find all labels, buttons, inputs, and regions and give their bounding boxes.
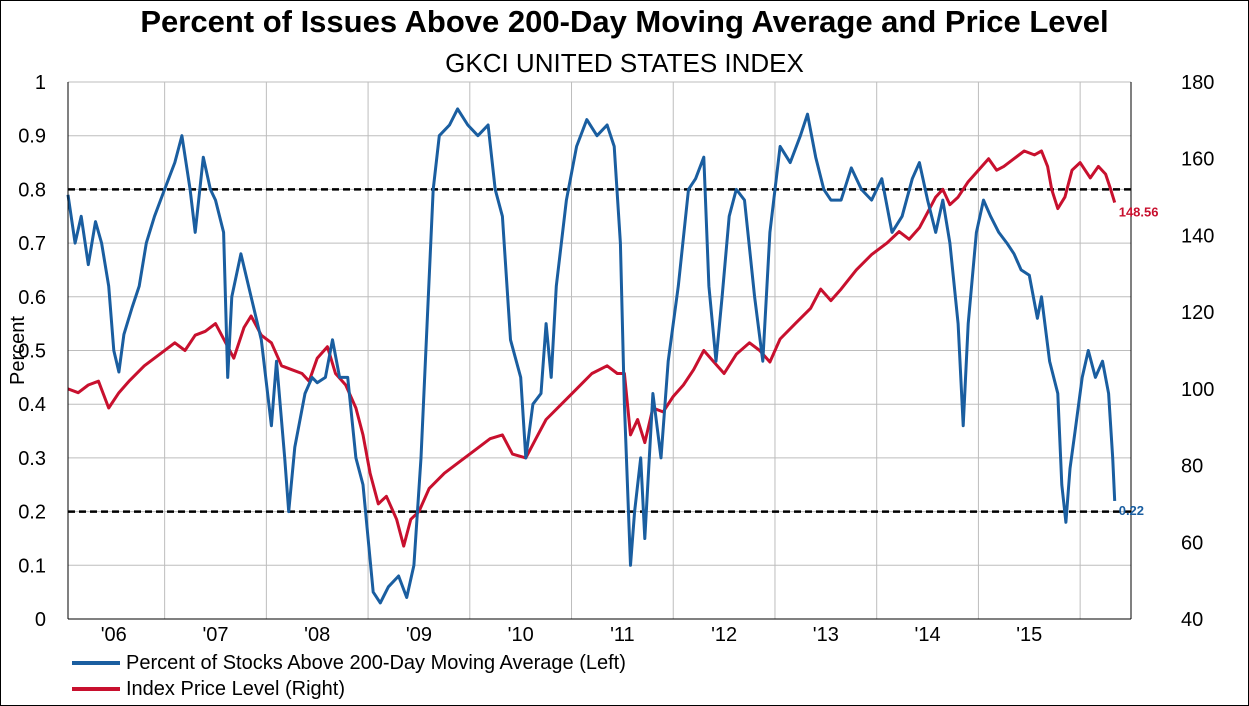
y-axis-title: Percent xyxy=(7,316,29,385)
y-left-tick-label: 0.9 xyxy=(18,126,46,148)
y-left-tick-label: 0.2 xyxy=(18,502,46,524)
y-left-tick-label: 0.7 xyxy=(18,233,46,255)
x-tick-label: '09 xyxy=(406,624,432,646)
series-line-percent xyxy=(66,107,1117,605)
x-tick-label: '08 xyxy=(304,624,330,646)
y-right-tick-label: 160 xyxy=(1181,149,1214,171)
tick-labels: 00.10.20.30.40.50.60.70.80.9140608010012… xyxy=(7,72,1214,646)
x-tick-label: '07 xyxy=(202,624,228,646)
legend-label-percent: Percent of Stocks Above 200-Day Moving A… xyxy=(126,651,626,674)
y-left-tick-label: 0.3 xyxy=(18,448,46,470)
y-right-tick-label: 40 xyxy=(1181,609,1203,631)
x-tick-label: '11 xyxy=(610,624,635,646)
y-left-tick-label: 0.6 xyxy=(18,287,46,309)
legend: Percent of Stocks Above 200-Day Moving A… xyxy=(72,650,626,702)
y-right-tick-label: 100 xyxy=(1181,379,1214,401)
y-left-tick-label: 0.1 xyxy=(18,555,46,577)
chart-title: Percent of Issues Above 200-Day Moving A… xyxy=(140,4,1109,39)
y-left-tick-label: 0.4 xyxy=(18,394,46,416)
end-label-price: 148.56 xyxy=(1119,205,1159,220)
x-tick-label: '14 xyxy=(915,624,941,646)
reference-lines xyxy=(68,188,1131,513)
series-lines xyxy=(66,107,1117,605)
x-tick-label: '15 xyxy=(1016,624,1042,646)
legend-swatch-percent xyxy=(72,661,120,665)
legend-item-percent: Percent of Stocks Above 200-Day Moving A… xyxy=(72,650,626,676)
grid xyxy=(68,81,1131,619)
y-left-tick-label: 1 xyxy=(35,72,46,94)
x-tick-label: '13 xyxy=(813,624,839,646)
y-left-tick-label: 0.8 xyxy=(18,179,46,201)
axes xyxy=(67,82,1132,620)
y-left-tick-label: 0 xyxy=(35,609,46,631)
x-tick-label: '12 xyxy=(711,624,737,646)
y-right-tick-label: 180 xyxy=(1181,72,1214,94)
x-tick-label: '10 xyxy=(508,624,534,646)
chart-subtitle: GKCI UNITED STATES INDEX xyxy=(445,48,804,78)
series-line-price xyxy=(67,149,1117,548)
y-right-tick-label: 60 xyxy=(1181,532,1203,554)
y-left-tick-label: 0.5 xyxy=(18,341,46,363)
x-tick-label: '06 xyxy=(101,624,127,646)
y-right-tick-label: 140 xyxy=(1181,225,1214,247)
y-right-tick-label: 80 xyxy=(1181,456,1203,478)
y-right-tick-label: 120 xyxy=(1181,302,1214,324)
legend-item-price: Index Price Level (Right) xyxy=(72,676,626,702)
legend-swatch-price xyxy=(72,687,120,691)
end-label-percent: 0.22 xyxy=(1119,503,1144,518)
legend-label-price: Index Price Level (Right) xyxy=(126,677,345,700)
